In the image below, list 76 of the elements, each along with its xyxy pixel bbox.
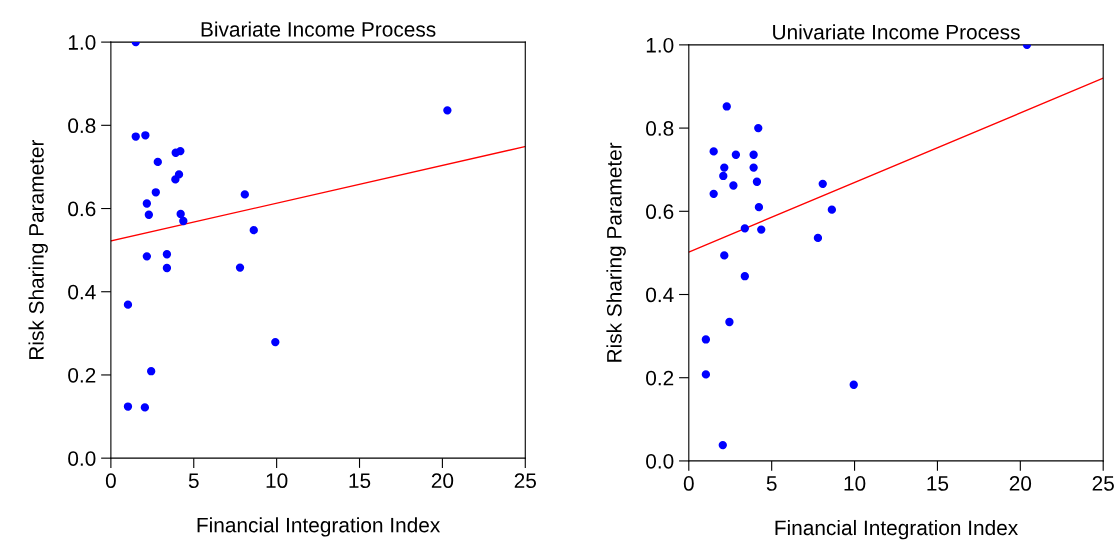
y-tick-label: 0.2 xyxy=(68,367,96,383)
point xyxy=(701,370,711,379)
point xyxy=(142,252,152,261)
point xyxy=(718,440,727,450)
point xyxy=(176,209,185,219)
y-axis-title: Risk Sharing Parameter xyxy=(606,142,626,362)
point xyxy=(701,335,711,344)
point xyxy=(749,163,758,172)
point xyxy=(725,317,734,327)
point xyxy=(757,225,766,234)
point xyxy=(827,205,837,214)
x-tick-label: 25 xyxy=(514,473,536,489)
point xyxy=(443,106,452,115)
point xyxy=(140,403,150,412)
point xyxy=(271,337,280,347)
point xyxy=(141,131,150,140)
point xyxy=(818,179,827,188)
point xyxy=(153,157,162,167)
chart-title: Bivariate Income Process xyxy=(201,21,436,37)
y-tick-label: 1.0 xyxy=(646,37,674,53)
y-tick-label: 0.6 xyxy=(68,201,96,217)
point xyxy=(123,300,133,309)
point xyxy=(731,150,741,159)
chart-title: Univariate Income Process xyxy=(773,24,1020,40)
point xyxy=(142,199,152,208)
x-tick-label: 25 xyxy=(1092,476,1114,491)
x-tick-label: 20 xyxy=(431,473,454,489)
y-tick-label: 0.0 xyxy=(646,453,674,469)
point xyxy=(151,188,160,197)
x-tick-label: 10 xyxy=(266,473,288,489)
x-tick-label: 15 xyxy=(349,473,371,489)
y-tick-label: 0.0 xyxy=(68,451,96,466)
point xyxy=(729,181,738,190)
point xyxy=(176,146,185,156)
y-tick-label: 1.0 xyxy=(68,35,96,50)
point xyxy=(754,123,763,133)
point xyxy=(720,251,729,260)
point xyxy=(709,147,718,156)
point xyxy=(240,190,249,199)
point xyxy=(709,189,718,198)
x-tick-label: 5 xyxy=(188,473,199,489)
point xyxy=(162,263,172,273)
y-tick-label: 0.8 xyxy=(68,118,96,134)
point xyxy=(131,132,140,141)
x-tick-label: 15 xyxy=(927,476,949,491)
point xyxy=(123,402,133,411)
y-tick-label: 0.2 xyxy=(646,370,674,386)
point xyxy=(144,210,154,219)
point xyxy=(174,170,184,179)
y-tick-label: 0.6 xyxy=(646,204,674,220)
y-tick-label: 0.4 xyxy=(646,287,674,303)
point xyxy=(146,367,156,376)
point xyxy=(249,225,258,235)
x-tick-label: 10 xyxy=(844,476,866,491)
point xyxy=(722,102,731,111)
point xyxy=(719,171,728,181)
x-axis-title: Financial Integration Index xyxy=(775,519,1018,540)
point xyxy=(849,380,858,389)
point xyxy=(740,272,749,281)
point xyxy=(749,150,758,159)
x-tick-label: 0 xyxy=(683,476,694,491)
point xyxy=(179,216,188,226)
point xyxy=(720,163,729,172)
point xyxy=(752,177,762,186)
point xyxy=(813,233,823,243)
x-axis-title: Financial Integration Index xyxy=(197,517,441,537)
point xyxy=(754,202,764,212)
point xyxy=(235,263,245,272)
y-tick-label: 0.8 xyxy=(646,121,674,136)
x-tick-label: 0 xyxy=(105,473,116,489)
y-tick-label: 0.4 xyxy=(68,284,96,300)
x-tick-label: 20 xyxy=(1009,476,1032,491)
point xyxy=(162,250,172,259)
x-tick-label: 5 xyxy=(766,476,777,491)
point xyxy=(740,224,749,233)
y-axis-title: Risk Sharing Parameter xyxy=(28,139,48,359)
